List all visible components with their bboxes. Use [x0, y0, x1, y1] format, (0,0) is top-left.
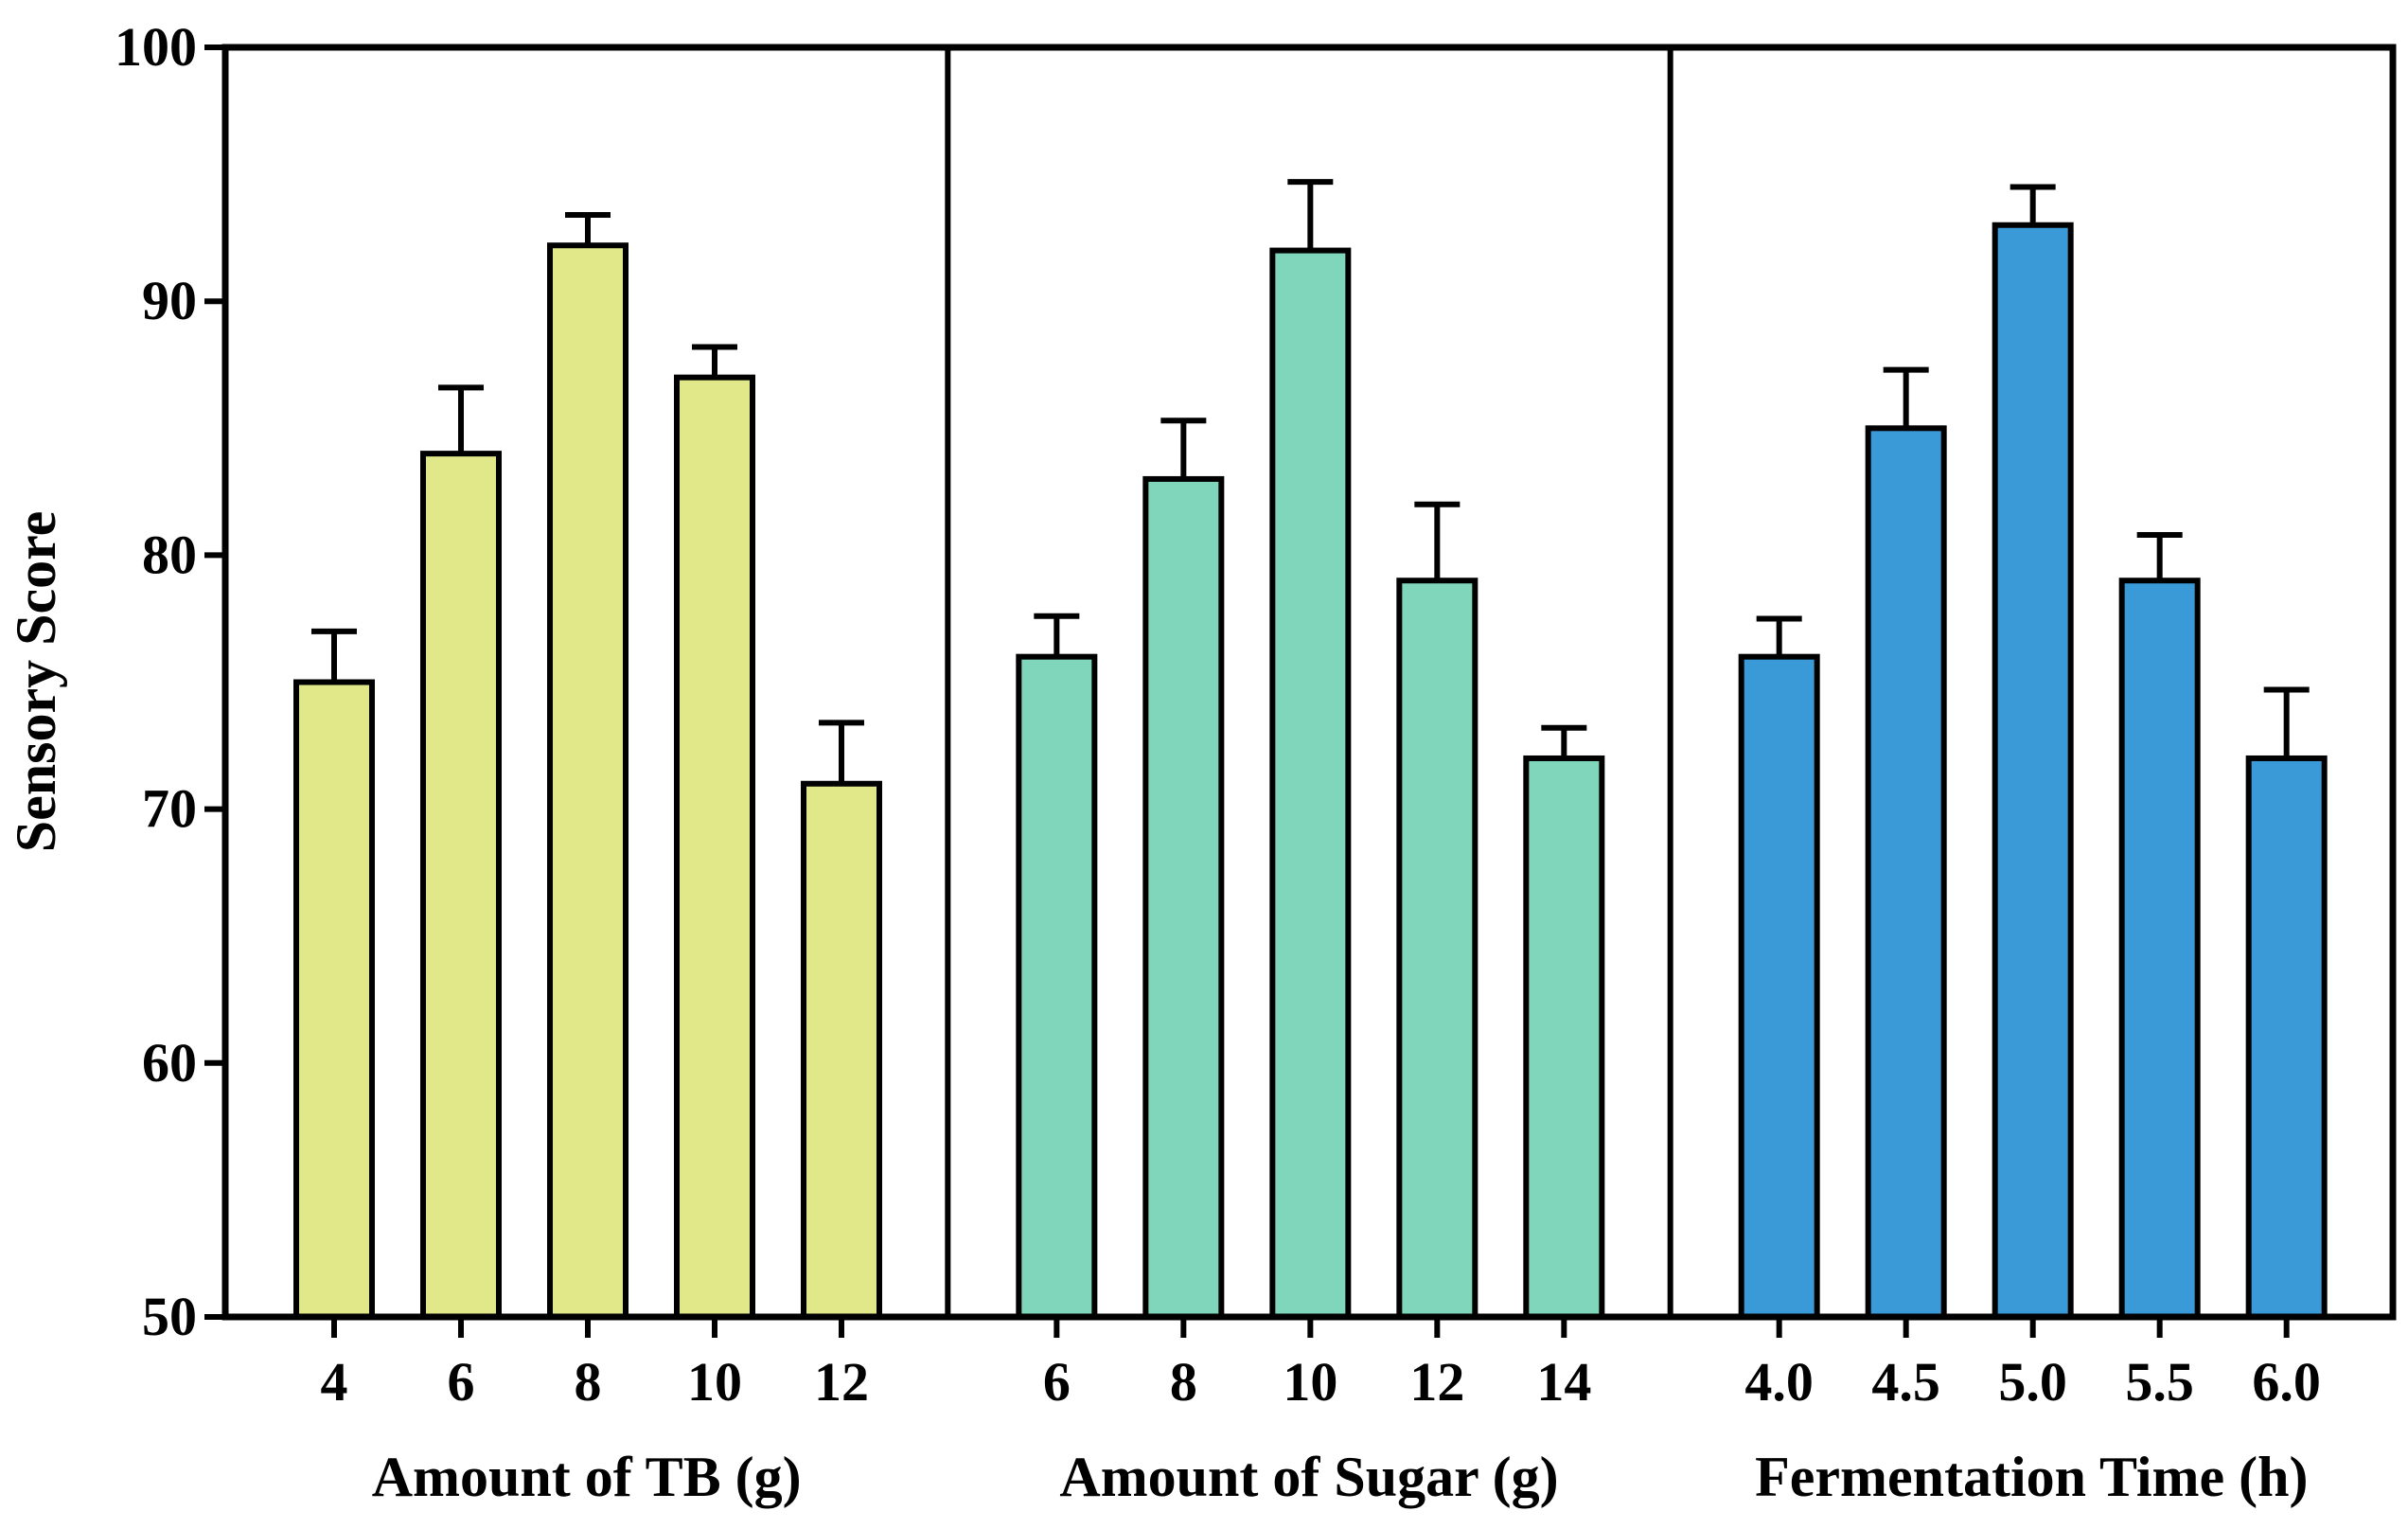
- x-axis-title-1: Amount of Sugar (g): [1059, 1446, 1558, 1508]
- x-axis-title-0: Amount of TB (g): [372, 1446, 802, 1508]
- x-tick-label: 4.0: [1744, 1351, 1814, 1413]
- y-tick-label: 100: [115, 16, 197, 78]
- bar-2-4: [2245, 755, 2328, 1320]
- bar-1-1: [1142, 475, 1225, 1320]
- bar-2-0: [1738, 653, 1820, 1320]
- x-axis-title-2: Fermentation Time (h): [1755, 1446, 2308, 1508]
- bar-0-2: [547, 242, 629, 1320]
- bar-0-0: [293, 679, 375, 1320]
- x-tick-label: 10: [1283, 1351, 1337, 1413]
- bar-1-0: [1016, 653, 1098, 1320]
- x-tick-label: 4: [321, 1351, 348, 1413]
- x-tick-label: 14: [1536, 1351, 1591, 1413]
- bar-2-3: [2118, 578, 2201, 1320]
- x-tick-label: 5.0: [1998, 1351, 2067, 1413]
- x-tick-label: 6.0: [2252, 1351, 2321, 1413]
- x-tick-label: 12: [814, 1351, 869, 1413]
- y-tick-label: 80: [142, 524, 197, 585]
- y-tick-label: 50: [142, 1286, 197, 1347]
- bar-1-3: [1396, 578, 1478, 1320]
- x-tick-label: 5.5: [2125, 1351, 2194, 1413]
- x-tick-label: 4.5: [1871, 1351, 1940, 1413]
- bar-1-2: [1269, 247, 1352, 1320]
- x-tick-label: 8: [575, 1351, 602, 1413]
- bar-0-4: [801, 780, 882, 1320]
- x-tick-label: 12: [1409, 1351, 1464, 1413]
- bar-2-2: [1992, 222, 2074, 1321]
- y-tick-label: 70: [142, 778, 197, 840]
- bar-0-3: [674, 374, 755, 1321]
- x-tick-label: 8: [1170, 1351, 1197, 1413]
- x-tick-label: 6: [448, 1351, 475, 1413]
- y-axis-title: Sensory Score: [5, 511, 67, 853]
- y-tick-label: 60: [142, 1032, 197, 1093]
- x-tick-label: 10: [687, 1351, 742, 1413]
- bar-1-4: [1523, 755, 1605, 1320]
- bar-2-1: [1865, 425, 1947, 1320]
- x-tick-label: 6: [1043, 1351, 1071, 1413]
- y-tick-label: 90: [142, 270, 197, 331]
- plot-frame: [221, 44, 2397, 1321]
- bar-0-1: [420, 451, 502, 1320]
